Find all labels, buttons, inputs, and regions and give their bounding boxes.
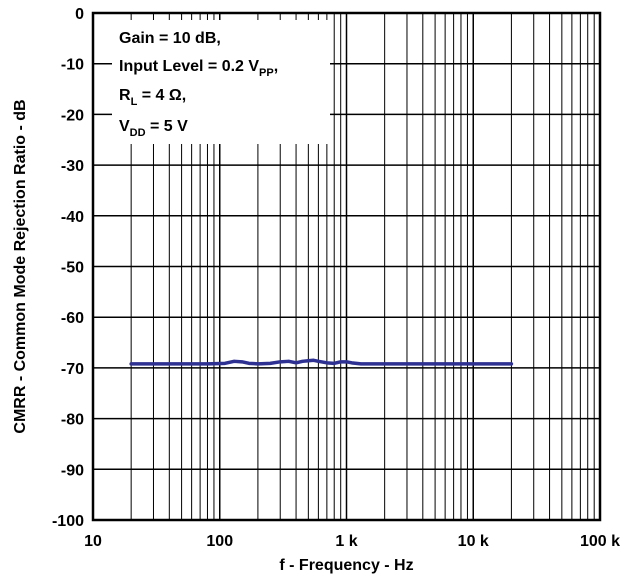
series-point <box>130 363 132 365</box>
series-point <box>434 363 436 365</box>
series-point <box>224 362 226 364</box>
series-point <box>288 360 290 362</box>
y-tick-label: -60 <box>61 310 84 327</box>
y-tick-label: -20 <box>61 107 84 124</box>
annotation-line: VDD = 5 V <box>119 118 188 139</box>
y-tick-label: -100 <box>52 513 84 530</box>
series-point <box>472 363 474 365</box>
y-axis-title: CMRR - Common Mode Rejection Ratio - dB <box>12 99 29 433</box>
series-point <box>340 361 342 363</box>
series-point <box>345 361 348 363</box>
series-point <box>248 362 250 364</box>
series-point <box>326 362 328 364</box>
y-tick-label: -40 <box>61 209 84 226</box>
series-line-1 <box>129 358 514 366</box>
annotation-text: = 4 Ω, <box>137 87 186 104</box>
y-tick-label: -30 <box>61 158 84 175</box>
x-tick-label: 100 <box>206 533 233 550</box>
annotation-line: RL = 4 Ω, <box>119 87 186 108</box>
series-point <box>301 360 304 362</box>
annotation-text: V <box>119 118 130 135</box>
x-tick-label: 1 k <box>335 533 357 550</box>
series-point <box>233 360 235 362</box>
annotation-text: , <box>274 58 278 75</box>
series-point <box>312 359 315 361</box>
series-point <box>384 363 386 365</box>
annotation-box: Gain = 10 dB, Input Level = 0.2 VPP, RL = … <box>112 20 330 144</box>
x-tick-label: 10 k <box>458 533 489 550</box>
annotation-line: Input Level = 0.2 VPP, <box>119 58 278 79</box>
annotation-subscript: DD <box>130 127 146 139</box>
series-point <box>168 363 170 365</box>
annotation-subscript: PP <box>259 67 274 79</box>
series-point <box>317 360 319 362</box>
y-tick-label: -90 <box>61 462 84 479</box>
y-tick-label: -70 <box>61 361 84 378</box>
annotation-text: Input Level = 0.2 V <box>119 58 259 75</box>
series-point <box>333 362 335 364</box>
y-tick-label: -80 <box>61 412 84 429</box>
y-tick-label: 0 <box>75 6 84 23</box>
series-layer <box>129 358 514 366</box>
annotation-line: Gain = 10 dB, <box>119 30 221 47</box>
annotation-text: = 5 V <box>146 118 189 135</box>
annotation-text: R <box>119 87 131 104</box>
x-tick-labels: 10 100 1 k 10 k 100 k <box>84 533 620 550</box>
plot-frame <box>91 11 602 522</box>
x-tick-label: 10 <box>84 533 102 550</box>
y-tick-label: -50 <box>61 260 84 277</box>
series-point <box>295 362 297 364</box>
series-point <box>241 361 243 363</box>
annotation-subscript: L <box>131 96 138 108</box>
annotation-text: Gain = 10 dB, <box>119 30 221 47</box>
series-point <box>510 363 513 365</box>
y-tick-labels: 0 -10 -20 -30 -40 -50 -60 -70 -80 -90 -100 <box>52 6 84 530</box>
series-point <box>351 362 353 364</box>
series-point <box>257 363 259 365</box>
series-point <box>360 363 362 365</box>
series-point <box>269 362 271 364</box>
annotation-background <box>112 20 330 144</box>
x-axis-title: f - Frequency - Hz <box>279 557 413 574</box>
x-tick-label: 100 k <box>580 533 620 550</box>
series-point <box>206 363 209 365</box>
series-point <box>307 360 309 362</box>
series-point <box>279 361 281 363</box>
y-tick-label: -10 <box>61 57 84 74</box>
